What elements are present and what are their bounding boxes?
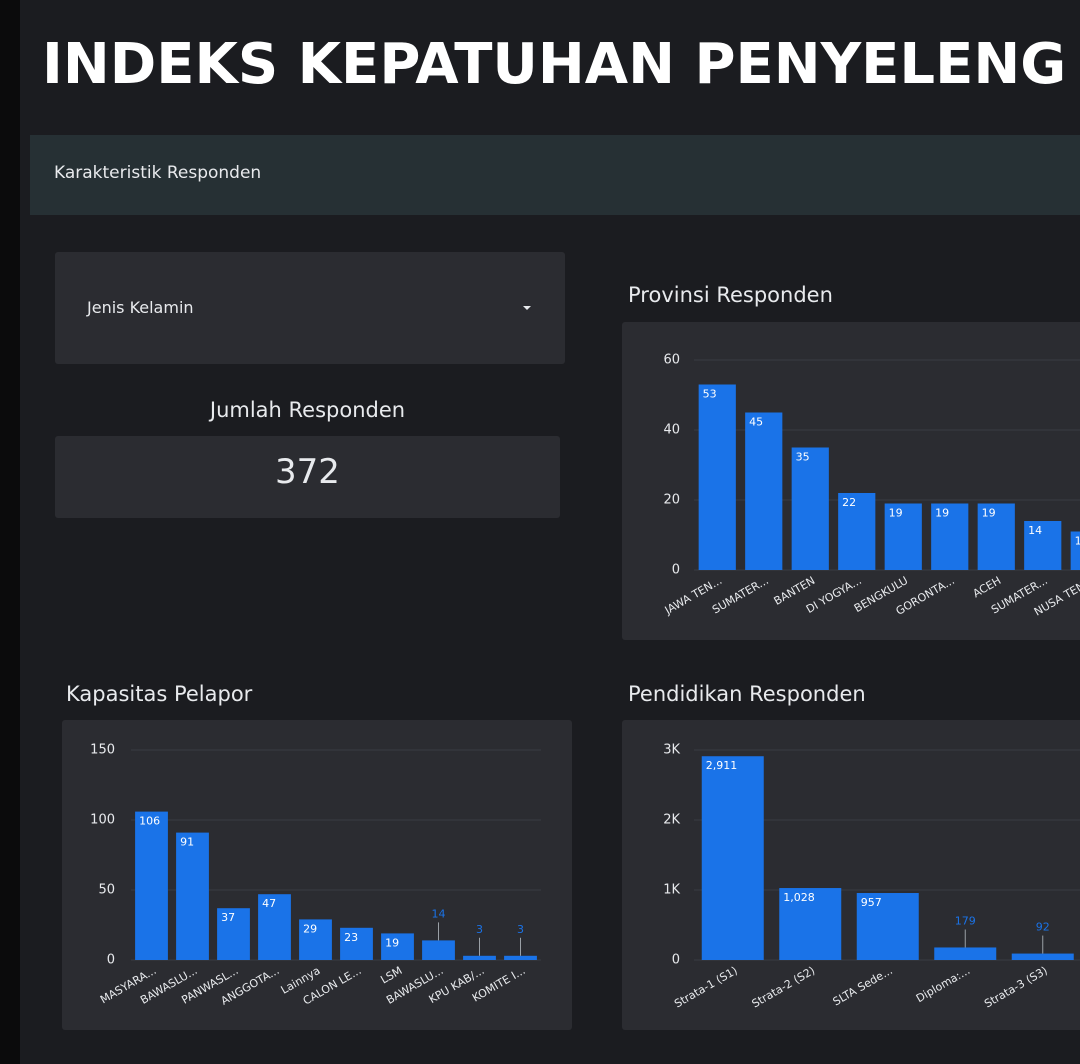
data-label: 22 xyxy=(842,496,856,509)
y-tick-label: 40 xyxy=(663,423,680,438)
bar xyxy=(931,503,969,570)
bar xyxy=(217,908,250,960)
y-tick-label: 3K xyxy=(663,743,680,758)
data-label: 92 xyxy=(1036,921,1050,934)
data-label: 1,028 xyxy=(783,891,815,904)
data-label: 91 xyxy=(180,836,194,849)
x-tick-label: Strata-1 (S1) xyxy=(672,964,740,1011)
bar xyxy=(176,832,209,960)
data-label: 19 xyxy=(889,507,903,520)
data-label: 47 xyxy=(262,897,276,910)
dropdown-arrow xyxy=(523,306,531,310)
bar xyxy=(977,503,1015,570)
bar xyxy=(135,811,168,960)
data-label: 37 xyxy=(221,911,235,924)
bar xyxy=(856,893,919,960)
bar xyxy=(258,894,291,960)
chart-title: Pendidikan Responden xyxy=(628,682,866,706)
left-strip xyxy=(0,0,20,1064)
chart: 0 1K 2K 3K Strata-1 (S1) 2,911 Strata-2 (S2) 1,… xyxy=(622,720,1080,1030)
bar xyxy=(422,940,455,960)
data-label: 45 xyxy=(749,416,763,429)
data-label: 106 xyxy=(139,815,160,828)
section-label: Karakteristik Responden xyxy=(54,163,262,183)
bar xyxy=(299,919,332,960)
bar xyxy=(701,756,764,960)
x-tick-label: Strata-3 (S3) xyxy=(982,964,1050,1011)
data-label: 29 xyxy=(303,922,317,935)
x-tick-label: Diploma:... xyxy=(914,964,972,1005)
y-tick-label: 100 xyxy=(90,813,115,828)
x-tick-label: LSM xyxy=(378,964,404,987)
bar xyxy=(1024,521,1062,570)
y-tick-label: 1K xyxy=(663,883,680,898)
bar xyxy=(884,503,922,570)
data-label: 19 xyxy=(385,936,399,949)
data-label: 23 xyxy=(344,931,358,944)
bar xyxy=(838,493,876,570)
x-tick-label: ACEH xyxy=(971,574,1004,600)
y-tick-label: 0 xyxy=(107,953,115,968)
bar xyxy=(791,447,829,570)
bar xyxy=(745,412,783,570)
chart-title: Provinsi Responden xyxy=(628,283,833,307)
y-tick-label: 20 xyxy=(663,493,680,508)
chart-title: Kapasitas Pelapor xyxy=(66,682,253,706)
y-tick-label: 150 xyxy=(90,743,115,758)
data-label: 179 xyxy=(955,914,976,927)
bar xyxy=(779,888,842,960)
data-label: 19 xyxy=(935,507,949,520)
bar xyxy=(1011,953,1074,960)
data-label: 14 xyxy=(432,907,446,920)
data-label: 35 xyxy=(796,451,810,464)
bar xyxy=(340,927,373,960)
bar xyxy=(698,384,736,570)
data-label: 957 xyxy=(861,896,882,909)
x-tick-label: SLTA Sede... xyxy=(831,964,895,1009)
y-tick-label: 2K xyxy=(663,813,680,828)
data-label: 2,911 xyxy=(706,759,738,772)
bar xyxy=(463,955,496,960)
y-tick-label: 50 xyxy=(98,883,115,898)
scorecard: 372 xyxy=(55,436,560,518)
data-label: 14 xyxy=(1028,524,1042,537)
bar xyxy=(934,947,997,960)
page-title: INDEKS KEPATUHAN PENYELENG xyxy=(42,32,1067,97)
y-tick-label: 60 xyxy=(663,353,680,368)
data-label: 11 xyxy=(1075,535,1080,548)
scorecard-value: 372 xyxy=(275,452,340,492)
bar xyxy=(381,933,414,960)
filter-dropdown[interactable]: Jenis Kelamin xyxy=(55,252,565,364)
chart: 050100150MASYARA...106BAWASLU...91PANWAS… xyxy=(62,720,572,1030)
data-label: 53 xyxy=(703,388,717,401)
y-tick-label: 0 xyxy=(672,953,680,968)
data-label: 3 xyxy=(476,923,483,936)
y-tick-label: 0 xyxy=(672,563,680,578)
section-bar: Karakteristik Responden xyxy=(30,135,1080,215)
data-label: 3 xyxy=(517,923,524,936)
filter-label: Jenis Kelamin xyxy=(87,298,194,317)
scorecard-label: Jumlah Responden xyxy=(209,398,406,422)
data-label: 19 xyxy=(982,507,996,520)
bar xyxy=(504,955,537,960)
bar xyxy=(1070,531,1080,570)
x-tick-label: Strata-2 (S2) xyxy=(750,964,818,1011)
